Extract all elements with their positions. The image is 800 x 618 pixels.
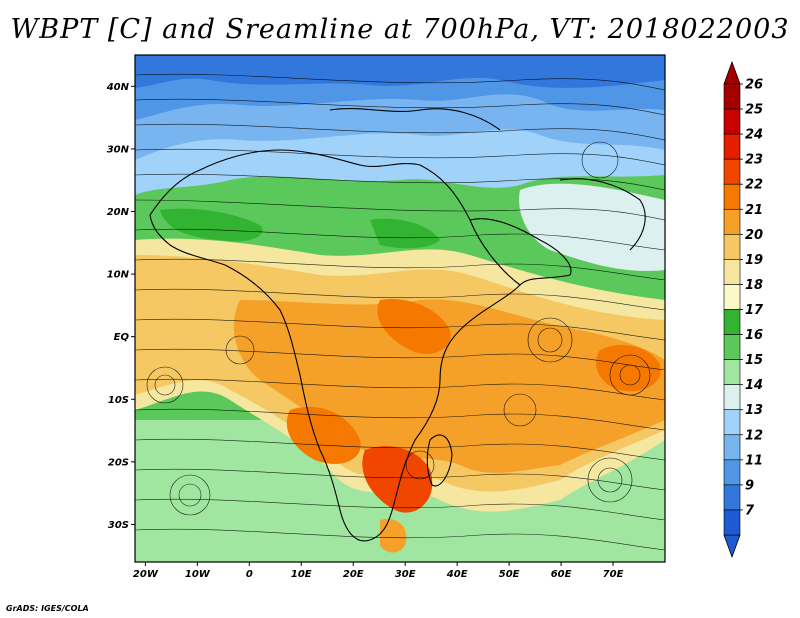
colorbar-swatch [723, 133, 741, 160]
colorbar-bottom-arrow [723, 534, 741, 559]
lat-tick-label: EQ [114, 332, 130, 343]
colorbar: 26 25 24 23 22 21 20 19 18 17 16 15 14 13 12 11 9 7 [723, 60, 764, 559]
colorbar-swatch [723, 158, 741, 185]
latitude-axis: 40N 30N 20N 10N EQ 10S 20S 30S [106, 82, 135, 531]
lon-tick-label: 20E [343, 569, 364, 580]
colorbar-swatch [723, 334, 741, 360]
lat-tick-label: 10N [107, 270, 130, 281]
colorbar-swatch [723, 384, 741, 411]
colorbar-swatch [723, 309, 741, 335]
coastlines [149, 108, 646, 542]
lat-tick-label: 30S [108, 520, 129, 531]
colorbar-swatch [723, 234, 741, 260]
longitude-axis: 20W 10W 0 10E 20E 30E 40E 50E 60E 70E [133, 562, 624, 580]
lat-tick-label: 30N [107, 144, 130, 155]
map-title: WBPT [C] and Sreamline at 700hPa, VT: 20… [10, 14, 790, 45]
lat-tick-label: 40N [106, 82, 130, 93]
colorbar-label: 26 [745, 78, 763, 93]
lon-tick-label: 20W [133, 569, 159, 580]
colorbar-label: 25 [745, 103, 763, 118]
colorbar-swatch [723, 484, 741, 511]
colorbar-label: 24 [745, 128, 763, 143]
lon-tick-label: 70E [603, 569, 624, 580]
colorbar-swatch [723, 208, 741, 235]
colorbar-swatch [723, 259, 741, 285]
colorbar-swatch [723, 183, 741, 210]
colorbar-label: 12 [745, 428, 763, 443]
lon-tick-label: 60E [551, 569, 572, 580]
colorbar-label: 7 [745, 503, 755, 518]
colorbar-label: 15 [745, 353, 763, 368]
colorbar-label: 16 [745, 328, 763, 343]
colorbar-swatch [723, 434, 741, 461]
lat-tick-label: 20N [107, 207, 130, 218]
lat-tick-label: 20S [108, 457, 129, 468]
plot-frame [134, 54, 666, 563]
grads-credit: GrADS: IGES/COLA [6, 604, 89, 613]
colorbar-label: 23 [745, 153, 763, 168]
colorbar-label: 18 [745, 278, 763, 293]
lon-tick-label: 0 [246, 569, 253, 580]
colorbar-swatch [723, 359, 741, 385]
colorbar-label: 17 [745, 303, 764, 318]
lon-tick-label: 40E [446, 569, 468, 580]
lon-tick-label: 30E [395, 569, 416, 580]
lon-tick-label: 50E [499, 569, 520, 580]
colorbar-label: 14 [745, 378, 763, 393]
colorbar-top-arrow [723, 60, 741, 85]
colorbar-swatch [723, 509, 741, 536]
colorbar-label: 13 [745, 403, 763, 418]
colorbar-swatch [723, 284, 741, 310]
wbpt-field [135, 55, 665, 562]
colorbar-label: 20 [745, 228, 763, 243]
lat-tick-label: 10S [108, 395, 129, 406]
colorbar-swatch [723, 108, 741, 135]
colorbar-label: 21 [745, 203, 763, 218]
colorbar-label: 11 [745, 453, 763, 468]
colorbar-label: 19 [745, 253, 763, 268]
colorbar-swatch [723, 83, 741, 110]
streamlines [135, 73, 665, 551]
colorbar-label: 22 [745, 178, 763, 193]
colorbar-label: 9 [745, 478, 754, 493]
colorbar-swatch [723, 459, 741, 486]
lon-tick-label: 10E [291, 569, 312, 580]
colorbar-swatch [723, 409, 741, 436]
lon-tick-label: 10W [185, 569, 211, 580]
